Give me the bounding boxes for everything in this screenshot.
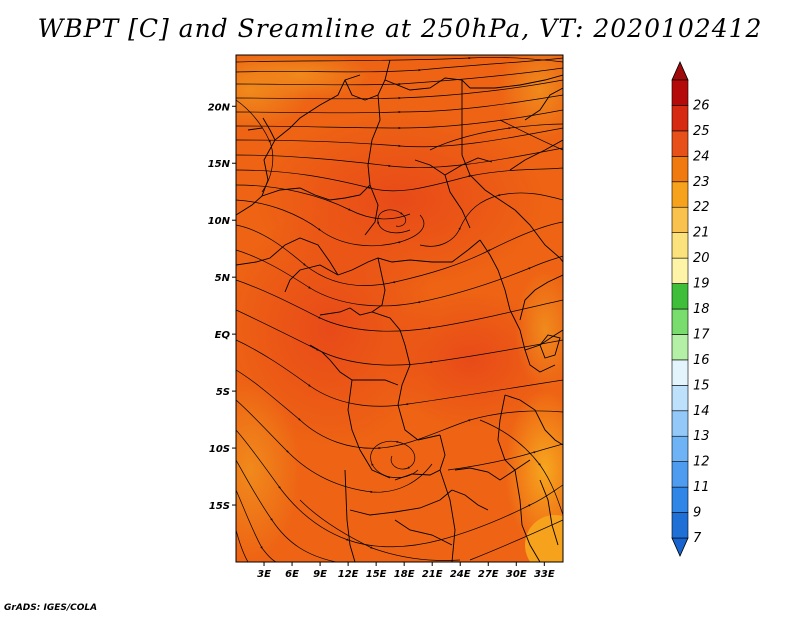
lon-tick-label: 12E	[338, 569, 359, 580]
colorbar-label: 19	[693, 277, 710, 292]
colorbar-label: 13	[693, 429, 710, 444]
lat-tick-label: 10S	[209, 444, 230, 455]
colorbar-label: 15	[693, 378, 710, 393]
lon-tick-label: 27E	[478, 569, 499, 580]
colorbar-swatch	[671, 130, 689, 157]
colorbar-label: 21	[693, 226, 710, 241]
colorbar-swatch	[671, 435, 689, 462]
colorbar-label: 23	[693, 175, 710, 190]
colorbar: 7 9 11 12 13 14 15 16 17 18 19 20 21 22 23 24 25 26	[671, 61, 710, 557]
lon-tick-label: 9E	[313, 569, 327, 580]
colorbar-swatch	[671, 410, 689, 437]
lon-tick-label: 3E	[257, 569, 271, 580]
colorbar-swatch	[671, 257, 689, 284]
colorbar-label: 14	[693, 404, 710, 419]
colorbar-swatch	[671, 486, 689, 513]
colorbar-label: 22	[693, 200, 710, 215]
lon-tick-label: 30E	[506, 569, 527, 580]
lon-tick-label: 33E	[534, 569, 555, 580]
colorbar-label: 18	[693, 302, 710, 317]
lon-tick-label: 18E	[394, 569, 415, 580]
colorbar-label: 9	[693, 506, 701, 521]
colorbar-swatch	[671, 308, 689, 335]
latitude-axis: 20N 15N 10N 5N EQ 5S 10S 15S	[208, 102, 236, 512]
colorbar-label: 16	[693, 353, 710, 368]
colorbar-swatch	[671, 512, 689, 539]
colorbar-swatch	[671, 181, 689, 208]
grads-credit: GrADS: IGES/COLA	[4, 603, 98, 613]
lat-tick-label: EQ	[215, 330, 231, 341]
lon-tick-label: 24E	[450, 569, 471, 580]
colorbar-label: 25	[693, 124, 710, 139]
lat-tick-label: 15N	[208, 159, 231, 170]
colorbar-swatch	[671, 385, 689, 412]
map-title: WBPT [C] and Sreamline at 250hPa, VT: 20…	[37, 14, 763, 43]
colorbar-label: 20	[693, 251, 710, 266]
longitude-axis: 3E 6E 9E 12E 15E 18E 21E 24E 27E 30E 33E	[257, 562, 555, 580]
colorbar-over-triangle	[671, 61, 689, 81]
colorbar-swatch	[671, 232, 689, 259]
lat-tick-label: 5N	[215, 273, 231, 284]
lat-tick-label: 15S	[209, 501, 230, 512]
colorbar-swatch	[671, 461, 689, 488]
colorbar-label: 7	[693, 531, 702, 546]
colorbar-label: 26	[693, 98, 710, 113]
wbpt-shading	[236, 55, 563, 562]
streamlines	[236, 56, 563, 562]
colorbar-label: 12	[693, 455, 710, 470]
plot-frame	[235, 54, 564, 563]
lon-tick-label: 15E	[366, 569, 387, 580]
lat-tick-label: 20N	[208, 102, 231, 113]
lat-tick-label: 5S	[216, 387, 230, 398]
colorbar-swatch	[671, 283, 689, 310]
lon-tick-label: 6E	[285, 569, 299, 580]
colorbar-swatch	[671, 359, 689, 386]
colorbar-swatch	[671, 334, 689, 361]
colorbar-label: 17	[693, 327, 710, 342]
colorbar-swatch	[671, 156, 689, 183]
lat-tick-label: 10N	[208, 216, 231, 227]
colorbar-swatch	[671, 79, 689, 106]
colorbar-under-triangle	[671, 537, 689, 557]
colorbar-swatch	[671, 206, 689, 233]
colorbar-label: 11	[693, 480, 710, 495]
lon-tick-label: 21E	[422, 569, 443, 580]
colorbar-swatch	[671, 105, 689, 132]
colorbar-label: 24	[693, 149, 710, 164]
